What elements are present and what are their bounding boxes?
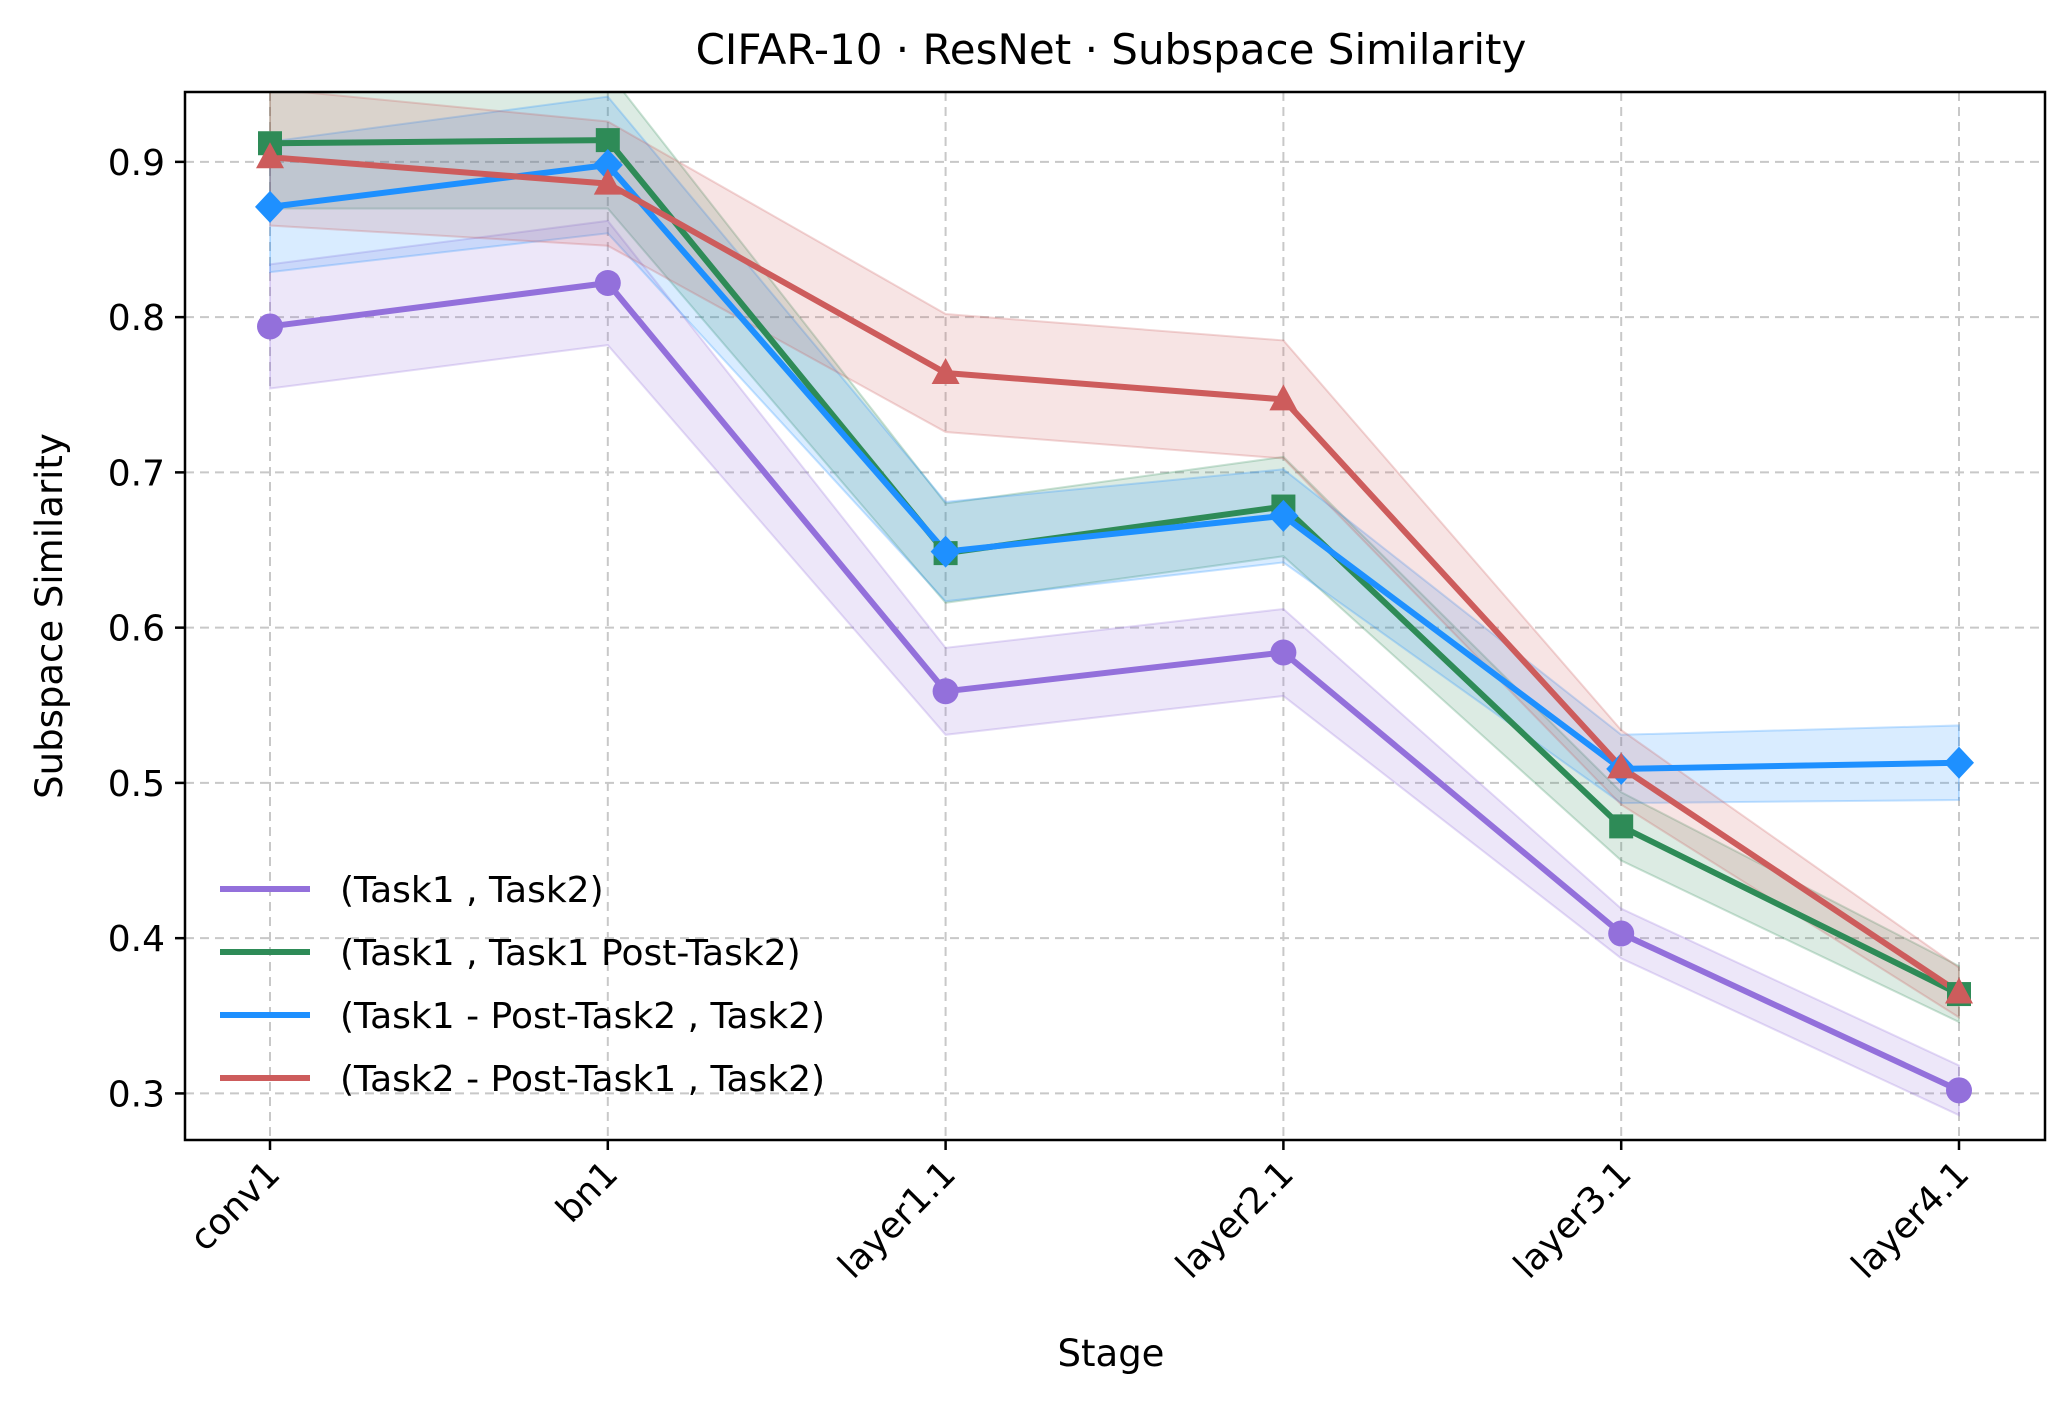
series-3-point — [1944, 746, 1974, 779]
series-2-confidence-band — [269, 92, 1960, 1024]
series-2-point — [1609, 814, 1634, 839]
series-1-confidence-band — [269, 219, 1960, 1117]
series-1-point — [1946, 1077, 1972, 1104]
series-2-line — [269, 137, 1961, 997]
legend: (Task1 , Task2) (Task1 , Task1 Post-Task2… — [220, 870, 825, 1100]
series-3-confidence-band — [269, 95, 1960, 805]
y-axis-label: Subspace Similarity — [28, 433, 71, 799]
y-tick-label: 0.3 — [108, 1074, 165, 1115]
chart-title: CIFAR-10 · ResNet · Subspace Similarity — [696, 25, 1527, 74]
legend-item: (Task1 , Task1 Post-Task2) — [220, 933, 801, 974]
y-tick-label: 0.6 — [108, 609, 165, 650]
series-4-point — [1269, 384, 1298, 411]
series-1-point — [932, 678, 959, 705]
x-axis-label: Stage — [1058, 1332, 1165, 1375]
legend-item: (Task1 - Post-Task2 , Task2) — [220, 996, 825, 1037]
series-4-point — [256, 142, 284, 169]
legend-label: (Task1 - Post-Task2 , Task2) — [340, 996, 825, 1037]
series-4-point — [1607, 752, 1636, 779]
series-2-point — [595, 128, 620, 153]
y-tick-label: 0.7 — [108, 453, 165, 494]
series-3-point — [255, 190, 285, 223]
legend-label: (Task1 , Task1 Post-Task2) — [340, 933, 801, 974]
legend-label: (Task1 , Task2) — [340, 870, 604, 911]
series-4-line — [269, 154, 1961, 996]
series-1-point — [1270, 639, 1297, 666]
y-tick-label: 0.4 — [108, 919, 165, 960]
legend-label: (Task2 - Post-Task1 , Task2) — [340, 1059, 825, 1100]
plot-frame — [183, 90, 2047, 1142]
y-tick-label: 0.5 — [108, 764, 165, 805]
series-3-point — [930, 535, 961, 568]
series-1-point — [594, 269, 621, 296]
series-3-point — [592, 148, 623, 181]
series-1-point — [1608, 920, 1635, 947]
series-3-point — [1268, 499, 1299, 532]
legend-item: (Task2 - Post-Task1 , Task2) — [220, 1059, 825, 1100]
legend-item: (Task1 , Task2) — [220, 870, 604, 911]
series-1-point — [257, 313, 283, 340]
series-lines — [269, 137, 1961, 1094]
series-markers — [255, 128, 1974, 1104]
grid — [185, 92, 2045, 1140]
series-3-line — [269, 161, 1960, 772]
series-1-line — [269, 279, 1961, 1094]
series-4-point — [593, 168, 622, 195]
y-tick-label: 0.9 — [108, 143, 165, 184]
y-axis-ticks: 0.3 0.4 0.5 0.6 0.7 0.8 0.9 — [108, 143, 185, 1115]
series-4-point — [1945, 977, 1973, 1004]
series-4-point — [931, 358, 960, 385]
y-tick-label: 0.8 — [108, 298, 165, 339]
